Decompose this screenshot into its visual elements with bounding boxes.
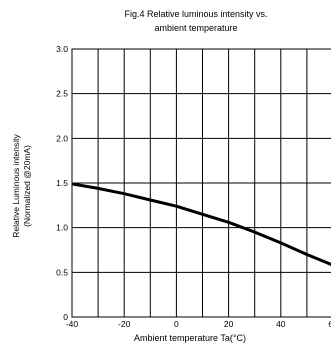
x-tick-label: 0 — [174, 319, 179, 329]
x-tick-label: -20 — [118, 319, 131, 329]
x-tick-label: 20 — [224, 319, 234, 329]
y-tick-label: 1.5 — [56, 178, 68, 188]
y-tick-label: 3.0 — [56, 44, 68, 54]
x-tick-label: -40 — [66, 319, 79, 329]
series-line — [71, 182, 331, 267]
y-axis-label-line-1: Relative Luminous intensity — [11, 134, 21, 238]
plot-frame — [71, 48, 331, 318]
grid — [71, 48, 331, 318]
y-axis-label-line-2: (Normalized @20mA) — [22, 145, 32, 227]
x-tick-label: 60 — [328, 319, 331, 329]
y-tick-label: 2.0 — [56, 133, 68, 143]
chart-title-line-2: ambient temperature — [154, 23, 237, 33]
y-tick-label: 0 — [63, 312, 68, 322]
tick-labels: 0 0.5 1.0 1.5 2.0 2.5 3.0 -40 -20 0 20 40 60 — [56, 44, 331, 329]
x-tick-label: 40 — [276, 319, 286, 329]
x-axis-label: Ambient temperature Ta(°C) — [134, 333, 246, 343]
y-axis-label: Relative Luminous intensity (Normalized … — [11, 134, 32, 238]
y-tick-label: 2.5 — [56, 89, 68, 99]
y-tick-label: 0.5 — [56, 267, 68, 277]
y-tick-label: 1.0 — [56, 223, 68, 233]
chart-title-line-1: Fig.4 Relative luminous intensity vs. — [124, 9, 267, 19]
series-layer — [71, 182, 331, 267]
